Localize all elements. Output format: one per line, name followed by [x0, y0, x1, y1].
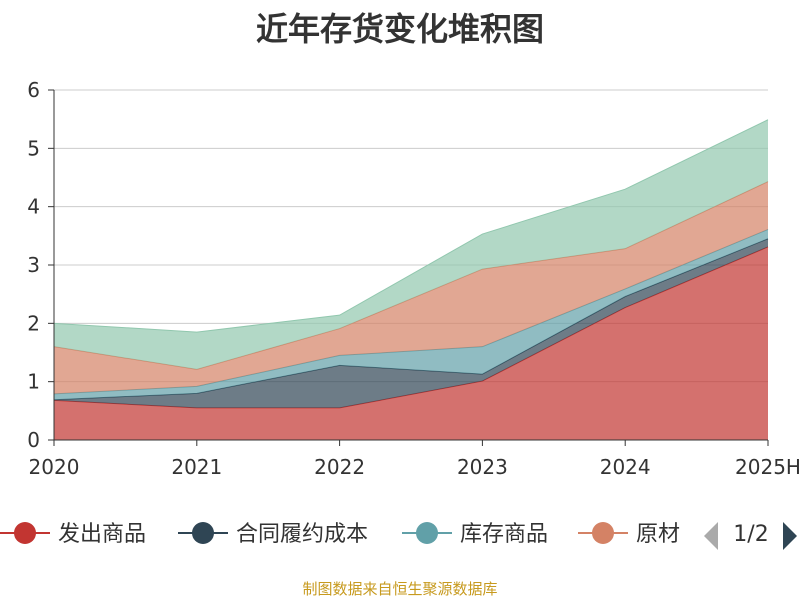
series-area-3	[54, 181, 768, 394]
y-tick-label: 3	[27, 253, 40, 277]
series-area-4	[54, 119, 768, 370]
legend-label[interactable]: 原材	[636, 522, 680, 547]
y-tick-label: 1	[27, 370, 40, 394]
legend-marker	[416, 522, 438, 544]
legend: 发出商品 合同履约成本 库存商品 原材	[0, 522, 680, 547]
chart-title: 近年存货变化堆积图	[255, 10, 544, 48]
x-tick-label: 2020	[29, 455, 80, 479]
y-tick-label: 6	[27, 78, 40, 102]
legend-label[interactable]: 发出商品	[58, 522, 146, 547]
legend-label[interactable]: 库存商品	[460, 522, 548, 547]
legend-next-icon[interactable]	[783, 522, 797, 550]
source-note: 制图数据来自恒生聚源数据库	[302, 580, 498, 598]
y-tick-label: 5	[27, 136, 40, 160]
y-tick-label: 2	[27, 311, 40, 335]
legend-marker	[592, 522, 614, 544]
y-tick-label: 0	[27, 428, 40, 452]
legend-page-indicator: 1/2	[733, 522, 768, 547]
legend-label[interactable]: 合同履约成本	[236, 522, 368, 547]
series-line-4	[53, 119, 769, 333]
x-tick-label: 2024	[600, 455, 651, 479]
legend-marker	[192, 522, 214, 544]
x-tick-label: 2025H	[735, 455, 800, 479]
series-area-1	[54, 238, 768, 408]
legend-marker	[14, 522, 36, 544]
x-tick-label: 2022	[314, 455, 365, 479]
series-area-2	[54, 229, 768, 400]
y-tick-label: 4	[27, 195, 40, 219]
series-area-0	[54, 246, 768, 440]
legend-prev-icon[interactable]	[704, 522, 718, 550]
x-tick-label: 2023	[457, 455, 508, 479]
x-tick-label: 2021	[171, 455, 222, 479]
